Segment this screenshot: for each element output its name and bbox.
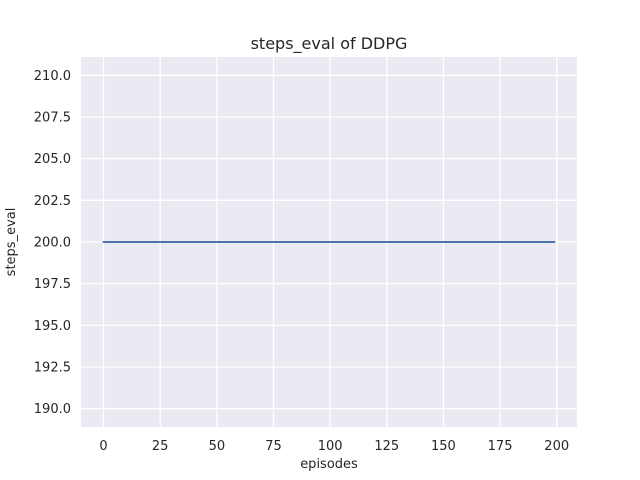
y-tick-label: 192.5: [34, 361, 71, 376]
x-tick-label: 200: [544, 439, 569, 454]
y-tick-label: 210.0: [34, 69, 71, 84]
x-tick-label: 25: [152, 439, 169, 454]
y-tick-label: 190.0: [34, 402, 71, 417]
x-tick-label: 125: [374, 439, 399, 454]
y-tick-labels: 190.0 192.5 195.0 197.5 200.0 202.5 205.0 207.5…: [34, 69, 71, 417]
y-tick-label: 200.0: [34, 236, 71, 251]
y-tick-label: 202.5: [34, 194, 71, 209]
y-tick-label: 205.0: [34, 152, 71, 167]
y-tick-label: 207.5: [34, 111, 71, 126]
x-tick-label: 175: [488, 439, 513, 454]
x-tick-label: 150: [431, 439, 456, 454]
x-tick-labels: 0 25 50 75 100 125 150 175 200: [99, 439, 569, 454]
x-tick-label: 0: [99, 439, 107, 454]
chart-title: steps_eval of DDPG: [251, 34, 408, 54]
y-axis-label: steps_eval: [4, 208, 19, 277]
y-tick-label: 197.5: [34, 277, 71, 292]
x-axis-label: episodes: [300, 457, 358, 472]
x-tick-label: 50: [209, 439, 226, 454]
y-tick-label: 195.0: [34, 319, 71, 334]
x-tick-label: 100: [318, 439, 343, 454]
x-tick-label: 75: [265, 439, 282, 454]
